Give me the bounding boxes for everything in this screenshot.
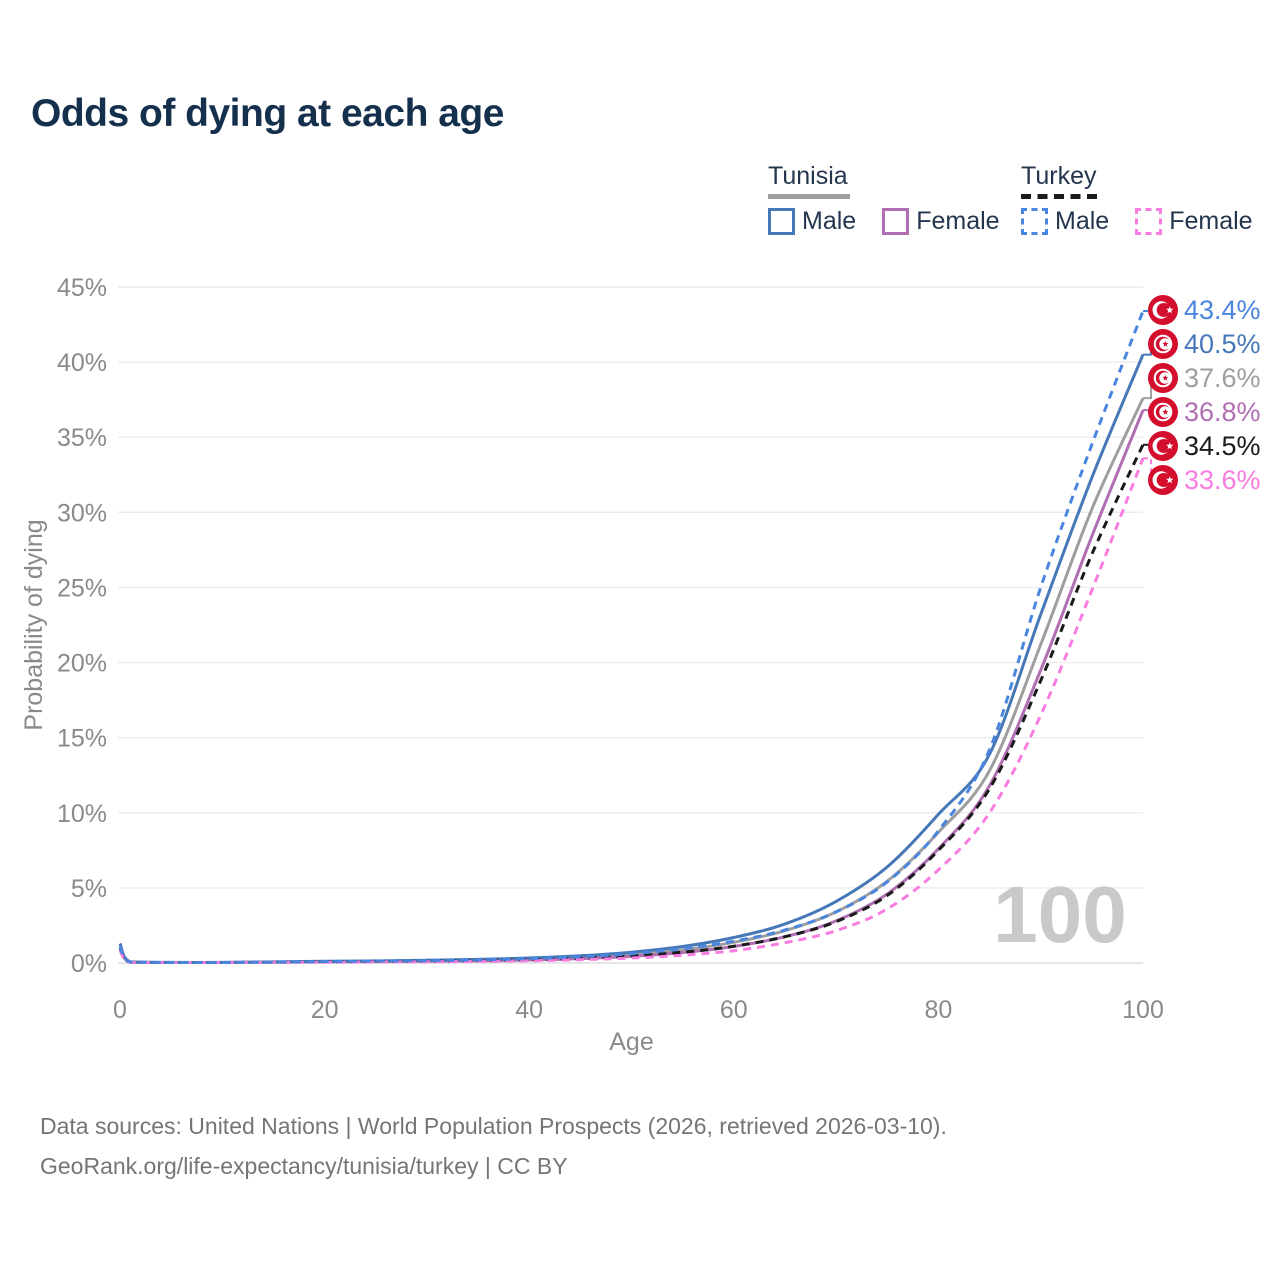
end-value-label-turkey-male: 43.4% <box>1184 295 1261 325</box>
page-title: Odds of dying at each age <box>31 92 504 135</box>
series-line-tunisia-male <box>118 354 1145 964</box>
y-tick-label: 25% <box>57 574 107 602</box>
x-tick-label: 0 <box>113 996 127 1024</box>
tunisia-female-swatch-icon <box>882 208 910 235</box>
tunisia-flag-icon <box>1148 397 1178 427</box>
legend-item-label: Female <box>1169 207 1253 235</box>
x-tick-label: 20 <box>311 996 339 1024</box>
series-line-turkey-male <box>118 310 1145 964</box>
footer-data-sources: Data sources: United Nations | World Pop… <box>40 1113 947 1139</box>
legend-item-turkey-female[interactable]: Female <box>1135 207 1253 236</box>
legend-turkey-toggle[interactable]: Turkey <box>1021 162 1097 190</box>
y-tick-label: 30% <box>57 499 107 527</box>
end-value-label-tunisia: 37.6% <box>1184 363 1261 393</box>
x-tick-label: 60 <box>720 996 748 1024</box>
y-tick-label: 45% <box>57 274 107 302</box>
tunisia-male-swatch-icon <box>768 208 795 235</box>
end-value-label-turkey: 34.5% <box>1184 431 1261 461</box>
legend-turkey-line-swatch <box>1021 194 1097 199</box>
tunisia-flag-icon <box>1148 329 1178 359</box>
y-tick-label: 15% <box>57 725 107 753</box>
legend-item-tunisia-male[interactable]: Male <box>768 207 856 236</box>
series-line-turkey-female <box>118 457 1145 964</box>
legend-group-turkey: Turkey Male Female <box>1021 162 1253 236</box>
x-tick-label: 80 <box>924 996 952 1024</box>
tunisia-flag-icon <box>1148 363 1178 393</box>
turkey-flag-icon <box>1148 431 1178 461</box>
y-tick-label: 40% <box>57 349 107 377</box>
legend-item-tunisia-female[interactable]: Female <box>882 207 1000 236</box>
series-line-tunisia <box>118 397 1145 964</box>
y-axis-title: Probability of dying <box>20 519 48 730</box>
y-tick-label: 0% <box>71 950 107 978</box>
mortality-line-chart: 0% 5% 10% 15% 20% 25% 30% 35% 40% 45% 0 20 40 60 80 100… <box>20 274 1261 1056</box>
legend-tunisia-line-swatch <box>768 194 850 199</box>
end-value-label-tunisia-female: 36.8% <box>1184 397 1261 427</box>
series-line-tunisia-female <box>118 409 1145 964</box>
turkey-female-swatch-icon <box>1135 208 1163 235</box>
legend-group-tunisia: Tunisia Male Female <box>768 162 1000 236</box>
turkey-male-swatch-icon <box>1021 208 1048 235</box>
x-tick-label: 100 <box>1122 996 1164 1024</box>
legend-item-label: Male <box>802 207 857 235</box>
x-tick-label: 40 <box>515 996 543 1024</box>
end-value-label-tunisia-male: 40.5% <box>1184 329 1261 359</box>
end-value-label-turkey-female: 33.6% <box>1184 465 1261 495</box>
turkey-flag-icon <box>1148 295 1178 325</box>
turkey-flag-icon <box>1148 465 1178 495</box>
series-line-turkey <box>118 444 1145 964</box>
legend-item-label: Female <box>916 207 1000 235</box>
y-tick-label: 5% <box>71 875 107 903</box>
legend-tunisia-toggle[interactable]: Tunisia <box>768 162 848 190</box>
age-watermark: 100 <box>993 870 1126 959</box>
x-axis-title: Age <box>609 1028 653 1056</box>
legend-item-turkey-male[interactable]: Male <box>1021 207 1109 236</box>
footer-attribution: GeoRank.org/life-expectancy/tunisia/turk… <box>40 1153 568 1179</box>
y-tick-label: 10% <box>57 800 107 828</box>
legend-item-label: Male <box>1055 207 1110 235</box>
footer: Data sources: United Nations | World Pop… <box>40 1106 947 1186</box>
y-tick-label: 20% <box>57 650 107 678</box>
y-tick-label: 35% <box>57 424 107 452</box>
